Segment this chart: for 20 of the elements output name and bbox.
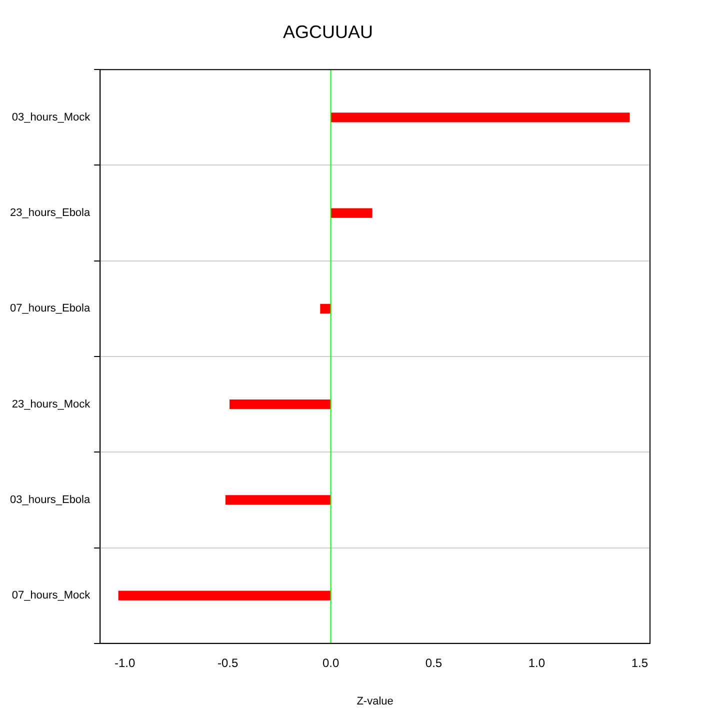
x-tick-label: 0.0	[322, 656, 340, 670]
x-tick-label: 1.0	[528, 656, 546, 670]
y-tick-label: 07_hours_Mock	[12, 590, 91, 602]
x-tick-label: 0.5	[425, 656, 442, 670]
y-tick-label: 23_hours_Ebola	[10, 207, 91, 220]
bar	[118, 590, 332, 600]
x-axis-title: Z-value	[356, 695, 394, 708]
y-tick-label: 07_hours_Ebola	[10, 302, 91, 315]
bar	[330, 112, 630, 122]
x-tick-label: -1.0	[114, 656, 136, 670]
x-tick-label: 1.5	[631, 656, 648, 670]
y-tick-label: 03_hours_Ebola	[10, 494, 91, 506]
bar	[320, 304, 332, 314]
bar	[230, 399, 332, 410]
bar	[225, 495, 332, 505]
x-tick-label: -0.5	[217, 656, 238, 670]
y-tick-label: 23_hours_Mock	[12, 398, 91, 410]
chart-title: AGCUUAU	[282, 22, 374, 42]
y-tick-label: 03_hours_Mock	[12, 111, 91, 124]
bar	[330, 208, 372, 218]
